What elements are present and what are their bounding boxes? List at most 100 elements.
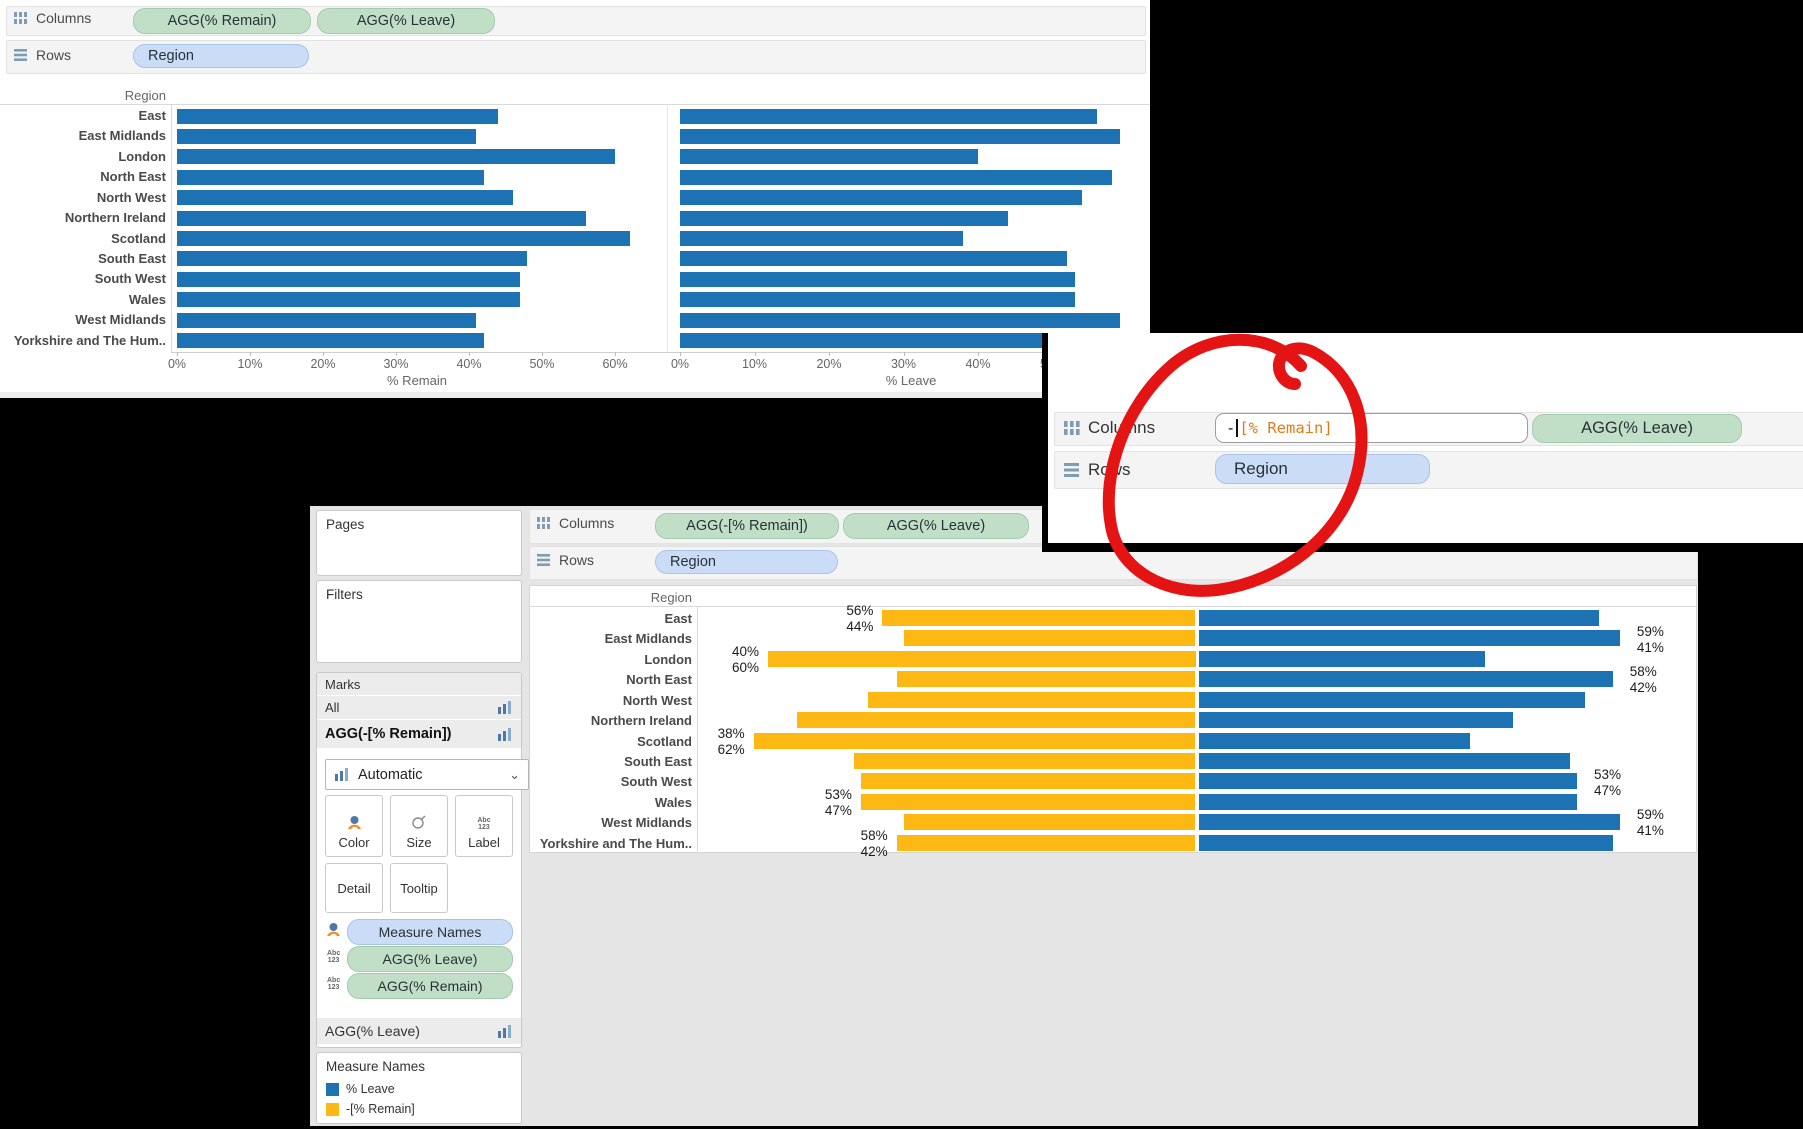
pill-agg-remain[interactable]: AGG(% Remain) <box>347 973 513 999</box>
calculation-input[interactable]: - [% Remain] <box>1215 413 1528 443</box>
pane-divider <box>667 104 668 353</box>
bar-mark[interactable] <box>177 231 630 247</box>
bar-mark[interactable] <box>177 128 477 144</box>
mark-type-dropdown[interactable]: Automatic ⌄ <box>325 759 529 790</box>
diverging-bar-chart: Region East 56% 44% East Midlands 59% 41% Londo… <box>529 585 1697 859</box>
bar-mark-leave[interactable] <box>1198 671 1614 688</box>
bar-mark-remain[interactable] <box>860 793 1196 810</box>
bar-mark-leave[interactable] <box>1198 834 1614 851</box>
axis-tick-mark <box>323 352 324 356</box>
bar-mark-leave[interactable] <box>1198 630 1621 647</box>
pill-measure-names[interactable]: Measure Names <box>347 919 513 945</box>
bar-mark[interactable] <box>680 128 1120 144</box>
row-header: Region <box>650 590 692 605</box>
pill-region[interactable]: Region <box>1215 454 1430 484</box>
bar-mark-leave[interactable] <box>1198 752 1571 769</box>
axis-tick-mark <box>903 352 905 356</box>
bar-mark[interactable] <box>177 108 499 124</box>
bar-mark-remain[interactable] <box>896 671 1196 688</box>
bar-mark-leave[interactable] <box>1198 793 1578 810</box>
axis-tick-label: 40% <box>965 357 991 371</box>
marks-tab-all[interactable]: All <box>317 696 521 720</box>
tableau-window-panel: Pages Filters Marks All AGG(-[% Remain])… <box>310 506 1698 1126</box>
pill-region[interactable]: Region <box>133 44 309 68</box>
bar-mark[interactable] <box>177 251 528 267</box>
detail-button[interactable]: Detail <box>325 863 383 913</box>
annotation-circle <box>1102 333 1368 597</box>
bar-mark-remain[interactable] <box>853 752 1196 769</box>
bar-mark-leave[interactable] <box>1198 814 1621 831</box>
bar-mark[interactable] <box>680 149 978 165</box>
bar-mark[interactable] <box>177 312 477 328</box>
axis-tick-label: 50% <box>529 357 555 371</box>
color-button[interactable]: Color <box>325 795 383 857</box>
bar-mark-leave[interactable] <box>1198 712 1514 729</box>
bar-mark-remain[interactable] <box>753 732 1196 749</box>
pages-card[interactable]: Pages <box>316 510 522 576</box>
leave-color-swatch <box>326 1082 339 1096</box>
bar-mark[interactable] <box>177 169 484 185</box>
mark-label-remain: 41% <box>1636 823 1664 839</box>
row-label: Scotland <box>637 733 692 749</box>
abc123-icon: Abc 123 <box>477 817 491 831</box>
bar-mark[interactable] <box>680 190 1083 206</box>
axis-tick-mark <box>542 352 543 356</box>
pill-agg-leave[interactable]: AGG(% Leave) <box>347 946 513 972</box>
bar-mark-leave[interactable] <box>1198 650 1485 667</box>
bar-mark[interactable] <box>680 108 1098 124</box>
pill-agg-remain[interactable]: AGG(% Remain) <box>133 8 311 34</box>
pill-agg-leave-shelf[interactable]: AGG(% Leave) <box>843 513 1029 539</box>
tooltip-button[interactable]: Tooltip <box>390 863 448 913</box>
marks-tab-agg-neg-remain[interactable]: AGG(-[% Remain]) <box>317 720 521 749</box>
bar-mark[interactable] <box>177 333 484 349</box>
row-label: West Midlands <box>601 815 692 831</box>
axis-tick-label: 0% <box>167 357 187 371</box>
bar-mark-remain[interactable] <box>882 610 1196 626</box>
bar-mark-leave[interactable] <box>1198 732 1471 749</box>
bar-mark[interactable] <box>680 251 1068 267</box>
minibar-icon <box>497 1024 513 1038</box>
bar-mark[interactable] <box>177 210 586 226</box>
size-button[interactable]: Size <box>390 795 448 857</box>
pill-agg-leave[interactable]: AGG(% Leave) <box>317 8 495 34</box>
bar-mark-leave[interactable] <box>1198 773 1578 790</box>
bar-mark[interactable] <box>680 333 1113 349</box>
bar-mark[interactable] <box>177 292 521 308</box>
bar-mark-remain[interactable] <box>860 773 1196 790</box>
bar-mark[interactable] <box>177 149 615 165</box>
bar-mark-remain[interactable] <box>903 630 1196 647</box>
mark-label-remain: 42% <box>1629 680 1657 696</box>
bar-mark[interactable] <box>680 271 1075 287</box>
mark-label-leave: 59% <box>1636 623 1664 639</box>
bar-mark[interactable] <box>680 312 1120 328</box>
bar-mark-remain[interactable] <box>903 814 1196 831</box>
bar-mark-remain[interactable] <box>868 691 1196 708</box>
bar-mark-remain[interactable] <box>796 712 1196 729</box>
pill-region-shelf[interactable]: Region <box>655 550 838 574</box>
pill-agg-leave[interactable]: AGG(% Leave) <box>1532 414 1742 443</box>
columns-shelf-label: Columns <box>559 515 615 531</box>
bar-mark[interactable] <box>177 190 513 206</box>
legend-item-neg-remain[interactable]: -[% Remain] <box>326 1102 415 1116</box>
bar-mark-leave[interactable] <box>1198 691 1585 708</box>
row-label: South West <box>94 271 166 287</box>
mark-label-remain: 47% <box>1593 782 1621 798</box>
bar-mark-leave[interactable] <box>1198 610 1599 626</box>
bar-mark[interactable] <box>680 231 964 247</box>
row-label: North East <box>626 672 692 688</box>
bar-mark[interactable] <box>680 210 1008 226</box>
bar-mark[interactable] <box>680 292 1075 308</box>
marks-tab-agg-leave-collapsed[interactable]: AGG(% Leave) <box>317 1018 521 1045</box>
legend-item-leave[interactable]: % Leave <box>326 1082 395 1096</box>
rows-icon <box>1064 463 1081 477</box>
filters-card[interactable]: Filters <box>316 580 522 663</box>
bar-mark-remain[interactable] <box>896 834 1196 851</box>
bar-mark[interactable] <box>680 169 1113 185</box>
bar-mark-remain[interactable] <box>768 650 1196 667</box>
pill-agg-neg-remain-shelf[interactable]: AGG(-[% Remain]) <box>655 513 839 539</box>
bar-mark[interactable] <box>177 271 521 287</box>
row-label: North West <box>96 189 166 205</box>
label-button[interactable]: Abc 123 Label <box>455 795 513 857</box>
row-label: West Midlands <box>75 312 166 328</box>
